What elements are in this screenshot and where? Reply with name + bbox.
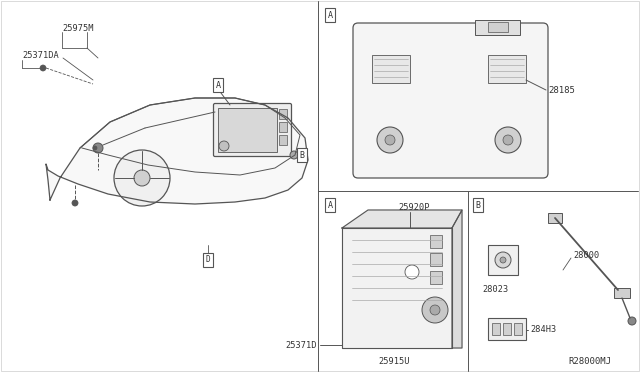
Bar — [488, 22, 508, 32]
Bar — [514, 323, 522, 335]
Bar — [279, 109, 287, 119]
Circle shape — [385, 135, 395, 145]
Text: A: A — [328, 10, 333, 19]
Circle shape — [40, 65, 46, 71]
Bar — [488, 245, 518, 275]
Circle shape — [290, 151, 298, 159]
Circle shape — [219, 141, 229, 151]
Bar — [614, 288, 630, 298]
Circle shape — [72, 200, 78, 206]
Text: 25915U: 25915U — [378, 357, 410, 366]
Bar — [218, 108, 277, 152]
Text: 25920P: 25920P — [398, 202, 429, 212]
Circle shape — [93, 143, 103, 153]
Circle shape — [422, 297, 448, 323]
Bar — [492, 323, 500, 335]
FancyBboxPatch shape — [353, 23, 548, 178]
Bar — [430, 235, 442, 248]
Text: 25975M: 25975M — [62, 23, 93, 32]
Polygon shape — [452, 210, 462, 348]
Text: 25371DA: 25371DA — [22, 51, 59, 60]
Text: D: D — [205, 256, 211, 264]
Circle shape — [405, 265, 419, 279]
Text: 28000: 28000 — [573, 250, 599, 260]
Circle shape — [430, 305, 440, 315]
Bar — [488, 318, 526, 340]
Bar — [488, 55, 526, 83]
Circle shape — [495, 127, 521, 153]
Bar — [372, 55, 410, 83]
Bar — [548, 213, 562, 223]
Polygon shape — [342, 228, 452, 348]
Text: B: B — [300, 151, 305, 160]
Text: 25371D: 25371D — [285, 340, 317, 350]
Polygon shape — [342, 210, 462, 228]
Circle shape — [377, 127, 403, 153]
Bar — [430, 253, 442, 266]
Circle shape — [93, 146, 97, 150]
Text: A: A — [328, 201, 333, 209]
Text: 28185: 28185 — [548, 86, 575, 94]
FancyBboxPatch shape — [214, 103, 291, 157]
Text: B: B — [476, 201, 481, 209]
Circle shape — [500, 257, 506, 263]
Polygon shape — [46, 98, 308, 204]
Text: 284H3: 284H3 — [530, 326, 556, 334]
Bar — [503, 323, 511, 335]
Circle shape — [628, 317, 636, 325]
Bar — [279, 122, 287, 132]
Bar — [430, 271, 442, 284]
Circle shape — [503, 135, 513, 145]
Text: R28000MJ: R28000MJ — [568, 357, 611, 366]
Text: A: A — [216, 80, 221, 90]
Circle shape — [134, 170, 150, 186]
Bar — [279, 135, 287, 145]
Circle shape — [495, 252, 511, 268]
Text: 28023: 28023 — [482, 285, 508, 295]
Circle shape — [114, 150, 170, 206]
Bar — [475, 20, 520, 35]
